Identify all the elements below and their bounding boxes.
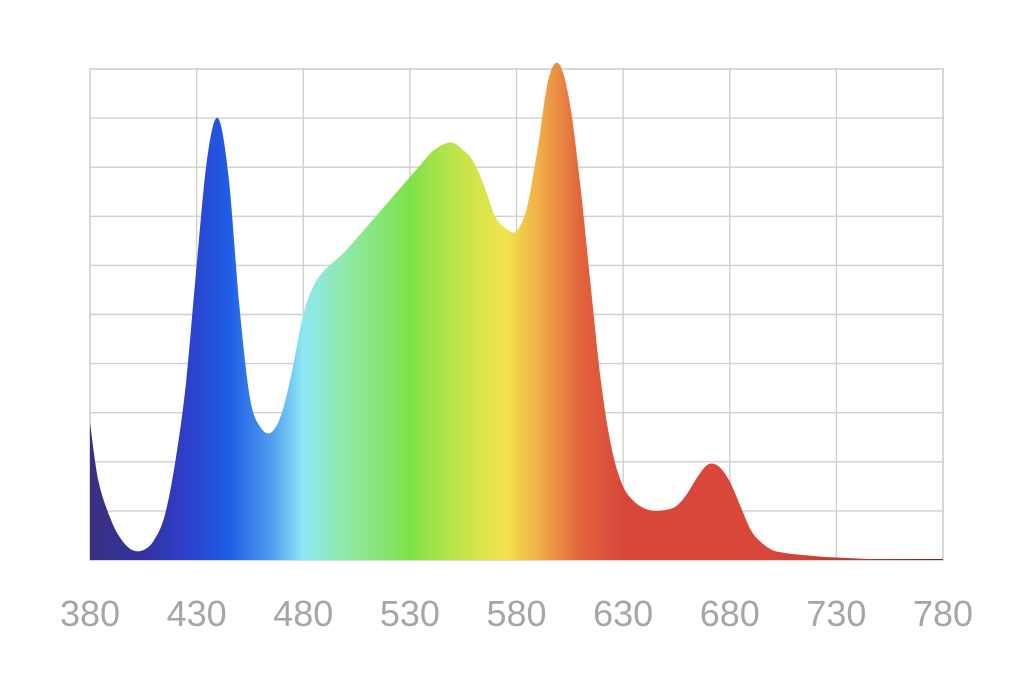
x-tick-label: 480 xyxy=(273,593,333,634)
x-tick-label: 430 xyxy=(167,593,227,634)
x-tick-label: 730 xyxy=(806,593,866,634)
x-tick-label: 530 xyxy=(380,593,440,634)
x-tick-label: 580 xyxy=(486,593,546,634)
x-tick-label: 780 xyxy=(913,593,973,634)
x-axis-tick-labels: 380 430 480 530 580 630 680 730 780 xyxy=(60,593,973,634)
spectrum-area xyxy=(90,62,943,561)
x-tick-label: 630 xyxy=(593,593,653,634)
x-tick-label: 380 xyxy=(60,593,120,634)
x-tick-label: 680 xyxy=(700,593,760,634)
spectrum-area-path xyxy=(90,62,943,561)
